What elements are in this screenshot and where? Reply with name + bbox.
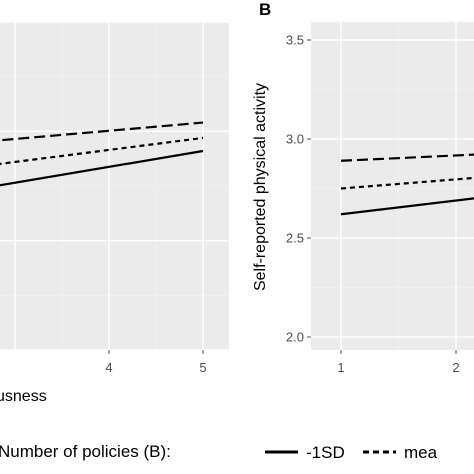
panel-b-x-tick-label: 2 bbox=[452, 360, 459, 375]
panel-a-x-tick-label: 4 bbox=[105, 360, 112, 375]
panel-b-y-axis-title: Self-reported physical activity bbox=[252, 83, 269, 291]
panel-b-line-dotted bbox=[340, 176, 474, 190]
panel-b-tag: B bbox=[259, 0, 271, 19]
panel-b-y-ticks: 2.0 2.5 3.0 3.5 bbox=[286, 33, 311, 345]
panel-b-background bbox=[311, 22, 474, 350]
panel-a-grid bbox=[0, 21, 229, 351]
panel-b-y-tick-label: 3.5 bbox=[286, 33, 304, 48]
panel-a-x-axis-title: usness bbox=[0, 388, 47, 405]
panel-a-line-dashed bbox=[0, 121, 204, 142]
panel-b-grid bbox=[311, 22, 474, 350]
panel-b-y-tick-label: 2.5 bbox=[286, 231, 304, 246]
panel-b-line-dashed bbox=[340, 153, 474, 162]
panel-a-line-solid bbox=[0, 149, 204, 187]
panel-b-line-solid bbox=[340, 197, 474, 216]
panel-a-line-dotted bbox=[0, 136, 204, 165]
panel-a-lines bbox=[0, 121, 204, 187]
legend-label: -1SD bbox=[306, 443, 345, 462]
panel-a-x-tick-label: 5 bbox=[199, 360, 206, 375]
panel-b-x-tick-label: 1 bbox=[337, 360, 344, 375]
legend: Number of policies (B): -1SD mea bbox=[0, 442, 438, 462]
legend-items: -1SD mea bbox=[265, 443, 438, 462]
panel-b-y-tick-label: 2.0 bbox=[286, 330, 304, 345]
panel-b-lines bbox=[340, 153, 474, 216]
panel-b-y-tick-label: 3.0 bbox=[286, 132, 304, 147]
legend-title: Number of policies (B): bbox=[0, 442, 171, 461]
legend-label: mea bbox=[404, 443, 438, 462]
